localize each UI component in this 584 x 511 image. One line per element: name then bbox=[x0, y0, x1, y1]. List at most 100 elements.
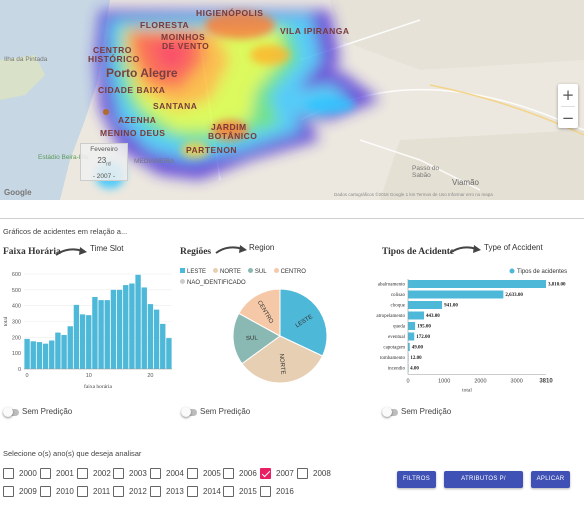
year-label: 2010 bbox=[56, 487, 74, 496]
legend-item[interactable]: CENTRO bbox=[273, 267, 306, 277]
y-tick-label: abalroamento bbox=[378, 283, 406, 288]
bar bbox=[408, 322, 416, 330]
checkbox[interactable] bbox=[150, 468, 161, 479]
legend-label: LESTE bbox=[187, 269, 207, 275]
y-tick-label: capotagem bbox=[383, 346, 405, 351]
toggle-knob bbox=[181, 407, 191, 417]
year-label: 2015 bbox=[239, 487, 257, 496]
y-tick-label: 200 bbox=[12, 335, 21, 341]
map-attribution[interactable]: Dados cartográficos ©2018 Google 1 km Te… bbox=[334, 192, 493, 197]
map-label: DE VENTO bbox=[162, 41, 210, 51]
map-label: Passo do Sabão bbox=[412, 165, 440, 179]
year-label: 2011 bbox=[93, 487, 111, 496]
checkbox[interactable] bbox=[40, 468, 51, 479]
y-tick-label: 600 bbox=[12, 272, 21, 278]
map-label: SANTANA bbox=[153, 101, 198, 111]
bar bbox=[104, 300, 110, 369]
x-axis-label: total bbox=[462, 388, 472, 394]
y-tick-label: 400 bbox=[12, 304, 21, 310]
bar bbox=[153, 309, 160, 369]
checkbox[interactable] bbox=[223, 468, 234, 479]
pie-legend: LESTE NORTE SUL CENTRO NAO_IDENTIFICADO bbox=[180, 266, 345, 288]
bar bbox=[408, 343, 410, 351]
checkbox[interactable] bbox=[297, 468, 308, 479]
bar bbox=[408, 290, 504, 299]
checkbox[interactable] bbox=[3, 486, 14, 497]
x-tick-label: 0 bbox=[406, 379, 409, 385]
bar bbox=[73, 304, 80, 369]
checkbox[interactable] bbox=[40, 486, 51, 497]
legend-label: NAO_IDENTIFICADO bbox=[187, 280, 246, 286]
apply-button[interactable]: APLICAR bbox=[531, 471, 570, 488]
checkbox[interactable] bbox=[150, 486, 161, 497]
bar-value-label: 12.00 bbox=[410, 356, 422, 361]
y-tick-label: 100 bbox=[12, 351, 21, 357]
toggle-label: Sem Predição bbox=[401, 407, 452, 416]
y-tick-label: tombamento bbox=[380, 356, 405, 361]
year-label: 2009 bbox=[19, 487, 37, 496]
years-title: Selecione o(s) ano(s) que deseja analisa… bbox=[3, 449, 142, 458]
year-label: 2001 bbox=[56, 469, 74, 478]
date-month: Fevereiro bbox=[90, 146, 118, 153]
x-tick-label: 3810 bbox=[539, 379, 553, 385]
checkbox[interactable] bbox=[77, 486, 88, 497]
y-axis-label: total bbox=[3, 316, 9, 326]
heatmap-map[interactable]: FLORESTA HIGIENÓPOLIS MOINHOS DE VENTO V… bbox=[0, 0, 584, 200]
legend-swatch bbox=[273, 268, 279, 273]
bar bbox=[67, 326, 73, 369]
bar-value-label: 3,810.00 bbox=[548, 283, 566, 288]
checkbox[interactable] bbox=[3, 468, 14, 479]
zoom-in-button[interactable]: + bbox=[561, 86, 575, 104]
pie-slice bbox=[241, 335, 324, 384]
bar-value-label: 195.00 bbox=[417, 325, 431, 330]
map-label: MENINO DEUS bbox=[100, 128, 166, 138]
year-label: 2016 bbox=[276, 487, 294, 496]
zoom-control: + − bbox=[558, 84, 578, 128]
x-axis-label: faixa horária bbox=[84, 383, 112, 390]
x-tick-label: 2000 bbox=[474, 379, 486, 385]
checkbox[interactable] bbox=[113, 486, 124, 497]
y-tick-label: atropelamento bbox=[376, 314, 405, 319]
bar bbox=[160, 323, 166, 369]
toggle-knob bbox=[382, 407, 392, 417]
bar-value-label: 443.00 bbox=[426, 314, 440, 319]
legend-item[interactable]: NORTE bbox=[213, 267, 241, 277]
bar-value-label: 2,633.00 bbox=[505, 293, 523, 298]
chart-tipos-acidente: Tipos de acidentes abalroamento 3,810.00 co… bbox=[376, 268, 567, 394]
annotation-type-accident: Type of Accident bbox=[484, 243, 543, 252]
map-label: MEDIANEIRA bbox=[134, 158, 175, 165]
bar bbox=[55, 332, 61, 369]
checkbox[interactable] bbox=[260, 468, 271, 479]
map-label: CENTRO bbox=[93, 45, 132, 55]
annotation-time-slot: Time Slot bbox=[90, 244, 124, 253]
legend-swatch bbox=[213, 268, 219, 273]
checkbox[interactable] bbox=[260, 486, 271, 497]
bar-value-label: 941.00 bbox=[444, 304, 458, 309]
map-label-city: Porto Alegre bbox=[106, 66, 178, 80]
bar bbox=[86, 315, 92, 369]
zoom-out-button[interactable]: − bbox=[561, 109, 575, 127]
year-label: 2002 bbox=[93, 469, 111, 478]
filters-button[interactable]: FILTROS bbox=[397, 471, 436, 488]
bar bbox=[36, 342, 43, 369]
year-label: 2003 bbox=[129, 469, 147, 478]
checkbox[interactable] bbox=[113, 468, 124, 479]
bar-value-label: 172.00 bbox=[416, 335, 430, 340]
checkbox[interactable] bbox=[77, 468, 88, 479]
toggle-label: Sem Predição bbox=[22, 407, 73, 416]
map-label: PARTENON bbox=[186, 145, 238, 155]
y-tick-label: incendio bbox=[388, 367, 406, 372]
legend-item[interactable]: LESTE bbox=[180, 267, 206, 277]
bar bbox=[408, 301, 443, 309]
chart-faixa-horaria: 0 100 200 300 400 500 600 0 10 20 faixa horária tot… bbox=[3, 272, 172, 390]
checkbox[interactable] bbox=[187, 468, 198, 479]
legend-item[interactable]: SUL bbox=[247, 267, 267, 277]
checkbox[interactable] bbox=[187, 486, 198, 497]
bar bbox=[408, 332, 415, 341]
date-year: - 2007 - bbox=[92, 172, 116, 180]
legend-item[interactable]: NAO_IDENTIFICADO bbox=[180, 278, 246, 288]
date-day: 23rd bbox=[97, 156, 111, 168]
checkbox[interactable] bbox=[223, 486, 234, 497]
prediction-attributes-button[interactable]: ATRIBUTOS P/ PREDIÇÃO bbox=[444, 471, 523, 499]
